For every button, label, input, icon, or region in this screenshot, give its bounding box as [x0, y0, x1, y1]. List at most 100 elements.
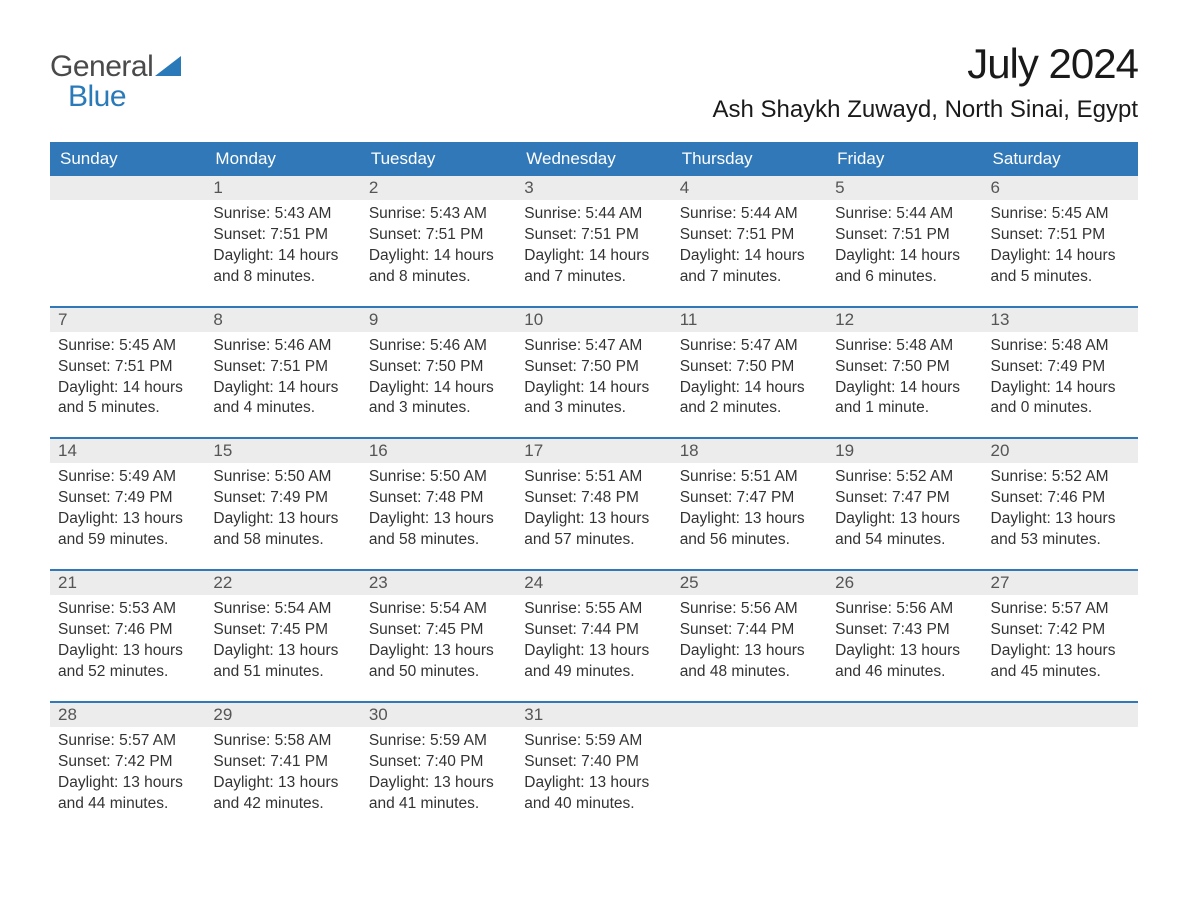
calendar-day: 25Sunrise: 5:56 AMSunset: 7:44 PMDayligh… — [672, 571, 827, 701]
calendar-week: 7Sunrise: 5:45 AMSunset: 7:51 PMDaylight… — [50, 306, 1138, 438]
sunset-line: Sunset: 7:49 PM — [991, 357, 1130, 378]
location-subtitle: Ash Shaykh Zuwayd, North Sinai, Egypt — [712, 96, 1138, 124]
day-number: 28 — [50, 703, 205, 727]
day-details — [827, 727, 982, 831]
day-details: Sunrise: 5:52 AMSunset: 7:46 PMDaylight:… — [983, 463, 1138, 569]
day-number: 26 — [827, 571, 982, 595]
sunrise-line: Sunrise: 5:59 AM — [369, 731, 508, 752]
logo-triangle-icon — [155, 56, 181, 81]
sunset-line: Sunset: 7:47 PM — [680, 488, 819, 509]
day-number: 23 — [361, 571, 516, 595]
sunrise-line: Sunrise: 5:56 AM — [680, 599, 819, 620]
daylight-line: Daylight: 14 hours and 5 minutes. — [991, 246, 1130, 288]
day-details: Sunrise: 5:46 AMSunset: 7:50 PMDaylight:… — [361, 332, 516, 438]
daylight-line: Daylight: 14 hours and 7 minutes. — [524, 246, 663, 288]
weekday-sunday: Sunday — [50, 142, 205, 176]
sunrise-line: Sunrise: 5:54 AM — [369, 599, 508, 620]
sunset-line: Sunset: 7:42 PM — [991, 620, 1130, 641]
daylight-line: Daylight: 13 hours and 40 minutes. — [524, 773, 663, 815]
day-details: Sunrise: 5:52 AMSunset: 7:47 PMDaylight:… — [827, 463, 982, 569]
sunrise-line: Sunrise: 5:53 AM — [58, 599, 197, 620]
day-number: 25 — [672, 571, 827, 595]
sunset-line: Sunset: 7:42 PM — [58, 752, 197, 773]
calendar-day: 2Sunrise: 5:43 AMSunset: 7:51 PMDaylight… — [361, 176, 516, 306]
day-number: 20 — [983, 439, 1138, 463]
daylight-line: Daylight: 13 hours and 45 minutes. — [991, 641, 1130, 683]
weekday-monday: Monday — [205, 142, 360, 176]
day-number: 29 — [205, 703, 360, 727]
day-number: 5 — [827, 176, 982, 200]
calendar-week: 21Sunrise: 5:53 AMSunset: 7:46 PMDayligh… — [50, 569, 1138, 701]
calendar-day: 30Sunrise: 5:59 AMSunset: 7:40 PMDayligh… — [361, 703, 516, 833]
sunrise-line: Sunrise: 5:47 AM — [524, 336, 663, 357]
daylight-line: Daylight: 13 hours and 46 minutes. — [835, 641, 974, 683]
day-details: Sunrise: 5:46 AMSunset: 7:51 PMDaylight:… — [205, 332, 360, 438]
daylight-line: Daylight: 14 hours and 8 minutes. — [369, 246, 508, 288]
calendar-day: 15Sunrise: 5:50 AMSunset: 7:49 PMDayligh… — [205, 439, 360, 569]
day-details: Sunrise: 5:44 AMSunset: 7:51 PMDaylight:… — [827, 200, 982, 306]
day-details: Sunrise: 5:56 AMSunset: 7:44 PMDaylight:… — [672, 595, 827, 701]
sunset-line: Sunset: 7:46 PM — [991, 488, 1130, 509]
sunset-line: Sunset: 7:51 PM — [524, 225, 663, 246]
calendar-day: 4Sunrise: 5:44 AMSunset: 7:51 PMDaylight… — [672, 176, 827, 306]
sunset-line: Sunset: 7:50 PM — [369, 357, 508, 378]
day-details: Sunrise: 5:54 AMSunset: 7:45 PMDaylight:… — [361, 595, 516, 701]
day-number: 24 — [516, 571, 671, 595]
day-details: Sunrise: 5:44 AMSunset: 7:51 PMDaylight:… — [672, 200, 827, 306]
sunset-line: Sunset: 7:51 PM — [835, 225, 974, 246]
sunset-line: Sunset: 7:45 PM — [213, 620, 352, 641]
weekday-thursday: Thursday — [672, 142, 827, 176]
daylight-line: Daylight: 13 hours and 58 minutes. — [213, 509, 352, 551]
sunrise-line: Sunrise: 5:59 AM — [524, 731, 663, 752]
calendar-day: 9Sunrise: 5:46 AMSunset: 7:50 PMDaylight… — [361, 308, 516, 438]
day-details: Sunrise: 5:51 AMSunset: 7:47 PMDaylight:… — [672, 463, 827, 569]
sunset-line: Sunset: 7:48 PM — [524, 488, 663, 509]
calendar-day: 3Sunrise: 5:44 AMSunset: 7:51 PMDaylight… — [516, 176, 671, 306]
sunrise-line: Sunrise: 5:52 AM — [835, 467, 974, 488]
day-details: Sunrise: 5:45 AMSunset: 7:51 PMDaylight:… — [983, 200, 1138, 306]
day-number: 12 — [827, 308, 982, 332]
calendar-day: 18Sunrise: 5:51 AMSunset: 7:47 PMDayligh… — [672, 439, 827, 569]
sunrise-line: Sunrise: 5:44 AM — [835, 204, 974, 225]
sunrise-line: Sunrise: 5:45 AM — [991, 204, 1130, 225]
sunrise-line: Sunrise: 5:47 AM — [680, 336, 819, 357]
weekday-wednesday: Wednesday — [516, 142, 671, 176]
sunrise-line: Sunrise: 5:48 AM — [991, 336, 1130, 357]
calendar-day: 14Sunrise: 5:49 AMSunset: 7:49 PMDayligh… — [50, 439, 205, 569]
day-details: Sunrise: 5:43 AMSunset: 7:51 PMDaylight:… — [205, 200, 360, 306]
day-details: Sunrise: 5:47 AMSunset: 7:50 PMDaylight:… — [516, 332, 671, 438]
calendar-day: 28Sunrise: 5:57 AMSunset: 7:42 PMDayligh… — [50, 703, 205, 833]
calendar-week: 1Sunrise: 5:43 AMSunset: 7:51 PMDaylight… — [50, 176, 1138, 306]
sunset-line: Sunset: 7:51 PM — [369, 225, 508, 246]
sunset-line: Sunset: 7:49 PM — [213, 488, 352, 509]
day-number — [50, 176, 205, 200]
sunrise-line: Sunrise: 5:50 AM — [369, 467, 508, 488]
daylight-line: Daylight: 13 hours and 48 minutes. — [680, 641, 819, 683]
calendar-day: 26Sunrise: 5:56 AMSunset: 7:43 PMDayligh… — [827, 571, 982, 701]
sunset-line: Sunset: 7:44 PM — [680, 620, 819, 641]
daylight-line: Daylight: 14 hours and 5 minutes. — [58, 378, 197, 420]
title-block: July 2024 Ash Shaykh Zuwayd, North Sinai… — [712, 40, 1138, 124]
day-details: Sunrise: 5:58 AMSunset: 7:41 PMDaylight:… — [205, 727, 360, 833]
daylight-line: Daylight: 13 hours and 52 minutes. — [58, 641, 197, 683]
day-details: Sunrise: 5:55 AMSunset: 7:44 PMDaylight:… — [516, 595, 671, 701]
day-number: 31 — [516, 703, 671, 727]
day-details: Sunrise: 5:45 AMSunset: 7:51 PMDaylight:… — [50, 332, 205, 438]
day-details: Sunrise: 5:56 AMSunset: 7:43 PMDaylight:… — [827, 595, 982, 701]
sunset-line: Sunset: 7:43 PM — [835, 620, 974, 641]
sunrise-line: Sunrise: 5:48 AM — [835, 336, 974, 357]
sunset-line: Sunset: 7:51 PM — [58, 357, 197, 378]
day-details: Sunrise: 5:54 AMSunset: 7:45 PMDaylight:… — [205, 595, 360, 701]
daylight-line: Daylight: 13 hours and 42 minutes. — [213, 773, 352, 815]
sunset-line: Sunset: 7:50 PM — [680, 357, 819, 378]
day-number: 2 — [361, 176, 516, 200]
daylight-line: Daylight: 13 hours and 59 minutes. — [58, 509, 197, 551]
calendar-day: 16Sunrise: 5:50 AMSunset: 7:48 PMDayligh… — [361, 439, 516, 569]
sunset-line: Sunset: 7:51 PM — [213, 225, 352, 246]
calendar-day: 1Sunrise: 5:43 AMSunset: 7:51 PMDaylight… — [205, 176, 360, 306]
sunrise-line: Sunrise: 5:55 AM — [524, 599, 663, 620]
calendar-day — [827, 703, 982, 833]
calendar-week: 14Sunrise: 5:49 AMSunset: 7:49 PMDayligh… — [50, 437, 1138, 569]
sunrise-line: Sunrise: 5:46 AM — [369, 336, 508, 357]
daylight-line: Daylight: 13 hours and 51 minutes. — [213, 641, 352, 683]
